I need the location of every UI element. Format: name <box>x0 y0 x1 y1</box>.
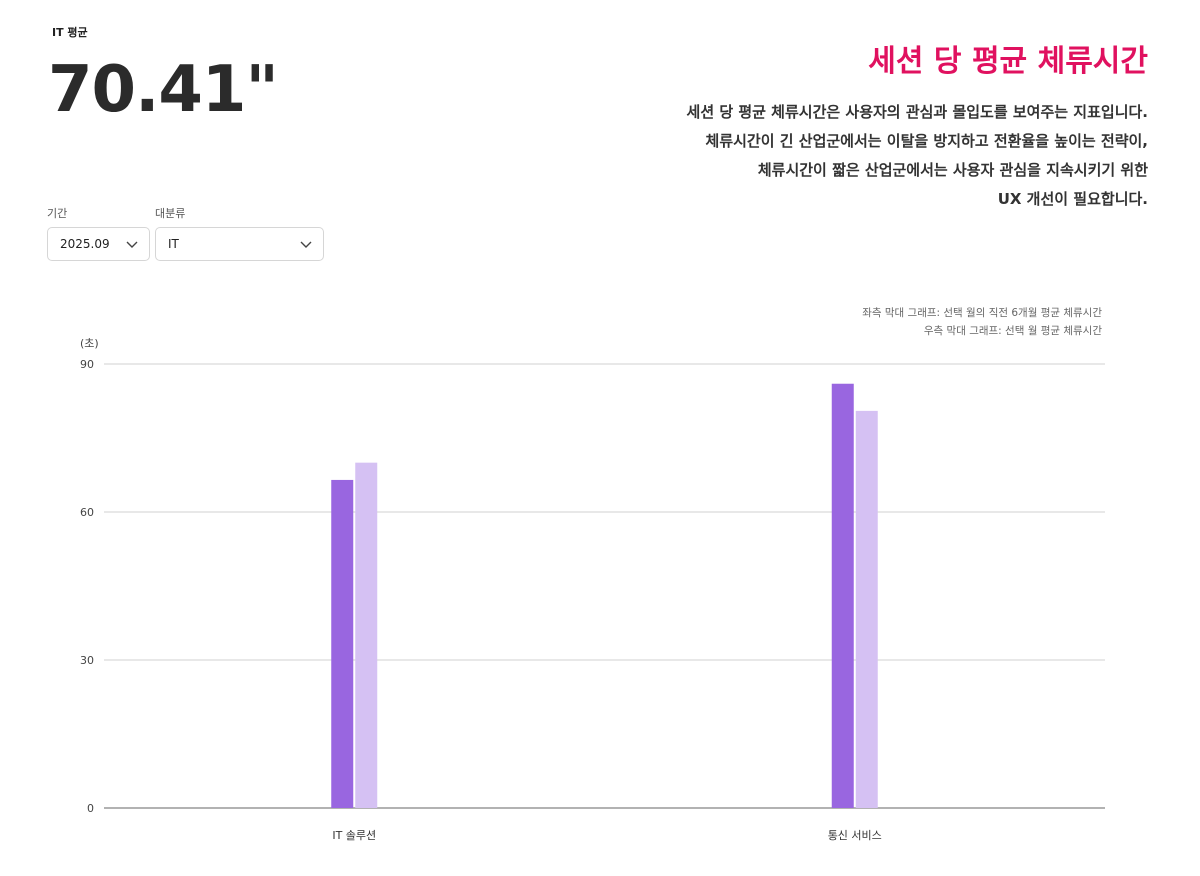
category-select-value: IT <box>168 237 179 251</box>
chevron-down-icon <box>300 241 312 248</box>
period-select[interactable]: 2025.09 <box>47 227 150 261</box>
y-axis-label: (초) <box>80 337 99 350</box>
y-tick-label: 90 <box>80 358 94 371</box>
y-tick-label: 0 <box>87 802 94 815</box>
bar-prev-6-months <box>331 479 354 808</box>
description-line: 세션 당 평균 체류시간은 사용자의 관심과 몰입도를 보여주는 지표입니다. <box>686 103 1148 121</box>
bar-prev-6-months <box>831 383 854 808</box>
description-line: UX 개선이 필요합니다. <box>997 190 1148 208</box>
x-tick-label: IT 솔루션 <box>332 829 376 842</box>
y-tick-label: 30 <box>80 654 94 667</box>
chevron-down-icon <box>126 241 138 248</box>
period-filter: 기간 2025.09 <box>47 205 150 261</box>
period-select-value: 2025.09 <box>60 237 110 251</box>
description-line: 체류시간이 짧은 산업군에서는 사용자 관심을 지속시키기 위한 <box>757 161 1148 179</box>
page-title: 세션 당 평균 체류시간 <box>868 44 1148 79</box>
category-filter-label: 대분류 <box>155 207 186 220</box>
bar-current-month <box>855 410 878 808</box>
description-line: 체류시간이 긴 산업군에서는 이탈을 방지하고 전환율을 높이는 전략이, <box>705 132 1148 150</box>
category-select[interactable]: IT <box>155 227 324 261</box>
kpi-label: IT 평균 <box>52 26 88 39</box>
description: 세션 당 평균 체류시간은 사용자의 관심과 몰입도를 보여주는 지표입니다. … <box>548 98 1148 214</box>
period-filter-label: 기간 <box>47 207 68 220</box>
legend-note-prev: 좌측 막대 그래프: 선택 월의 직전 6개월 평균 체류시간 <box>862 307 1102 319</box>
x-tick-label: 통신 서비스 <box>828 829 882 842</box>
legend-note-current: 우측 막대 그래프: 선택 월 평균 체류시간 <box>923 325 1102 337</box>
bar-current-month <box>355 462 378 808</box>
y-tick-label: 60 <box>80 506 94 519</box>
kpi-value: 70.41" <box>48 53 279 127</box>
category-filter: 대분류 IT <box>155 205 324 261</box>
bar-chart: (초) 0 30 60 90 IT 솔루션 통신 서비스 <box>80 337 1105 842</box>
legend-note: 좌측 막대 그래프: 선택 월의 직전 6개월 평균 체류시간 우측 막대 그래… <box>862 304 1102 340</box>
